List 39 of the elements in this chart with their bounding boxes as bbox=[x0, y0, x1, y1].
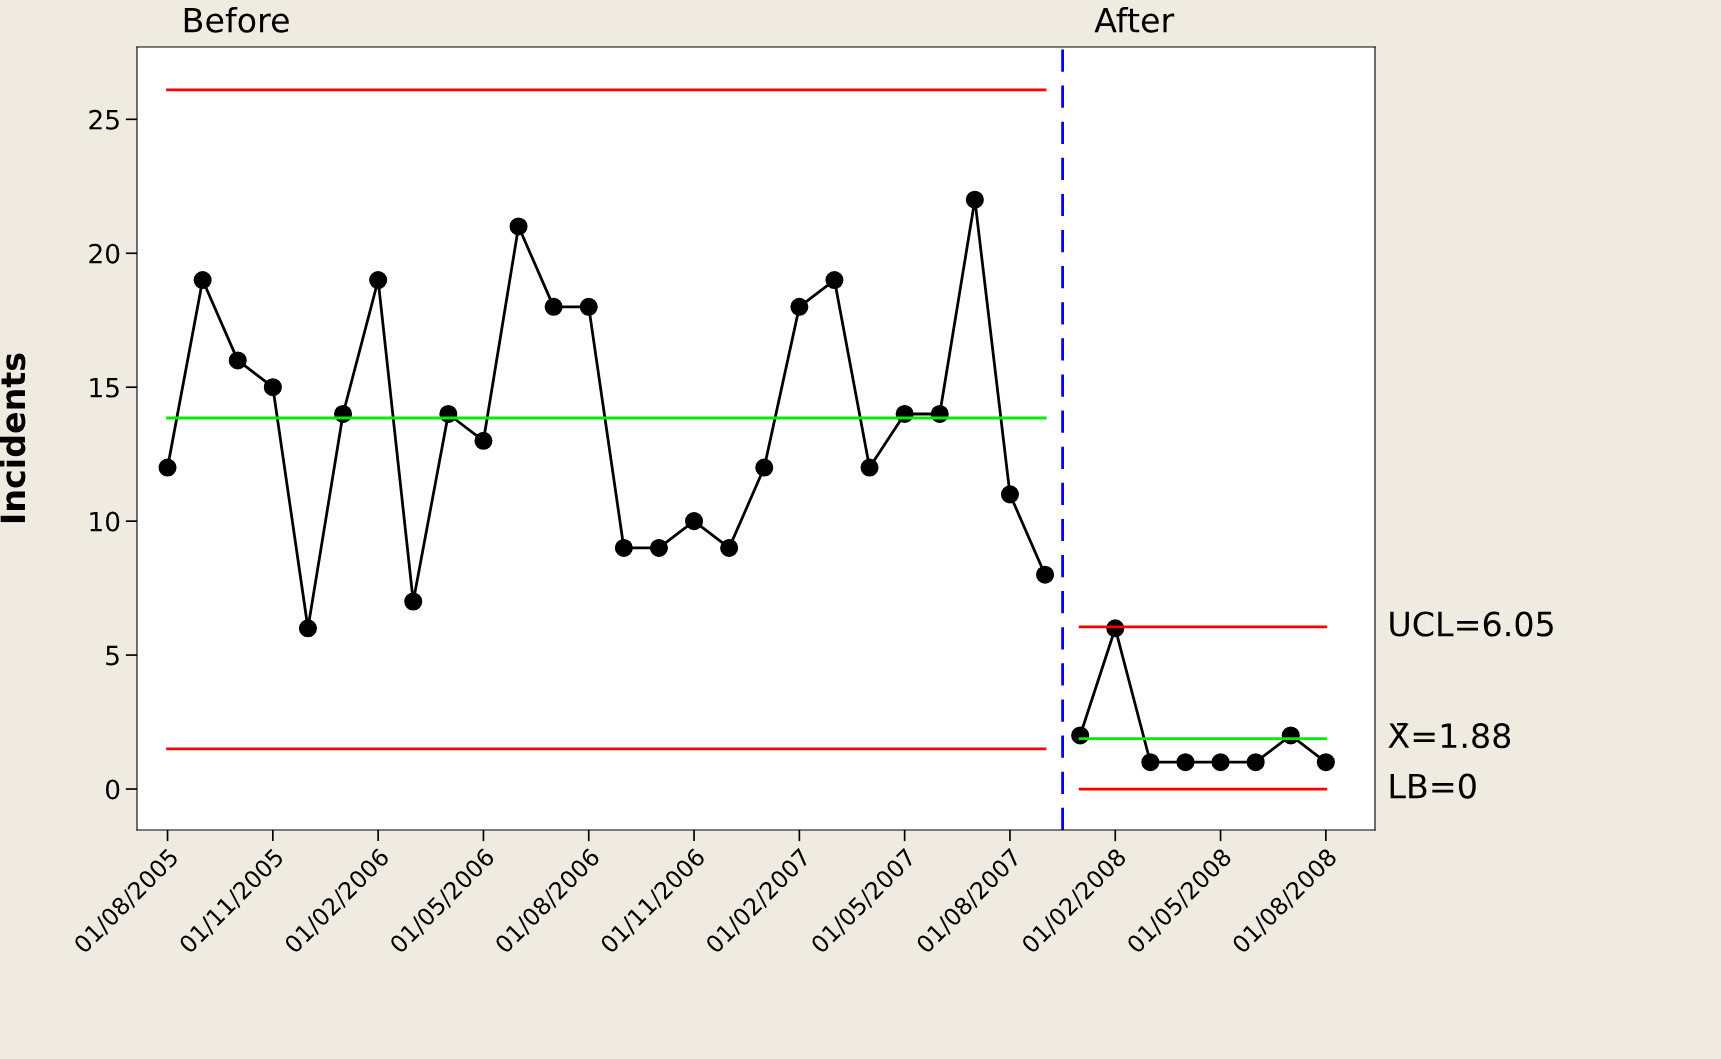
point bbox=[685, 512, 704, 531]
point bbox=[1316, 753, 1335, 772]
y-tick-label: 15 bbox=[90, 377, 119, 398]
point bbox=[579, 297, 598, 316]
point bbox=[544, 297, 563, 316]
y-tick-label: 10 bbox=[90, 511, 120, 532]
text: UCL=6.05 bbox=[1390, 611, 1553, 637]
y-axis-title: Incidents bbox=[0, 353, 26, 523]
point bbox=[965, 190, 984, 209]
y-tick-label: 0 bbox=[105, 779, 120, 800]
text: X̄=1.88 bbox=[1388, 723, 1511, 749]
point bbox=[298, 619, 317, 638]
point bbox=[790, 297, 809, 316]
point bbox=[193, 271, 212, 290]
point bbox=[228, 351, 247, 370]
point bbox=[369, 271, 388, 290]
point bbox=[509, 217, 528, 236]
point bbox=[474, 431, 493, 450]
text: Before bbox=[184, 6, 289, 33]
point bbox=[614, 538, 633, 557]
text: LB=0 bbox=[1390, 773, 1476, 799]
point bbox=[860, 458, 879, 477]
point bbox=[1211, 753, 1230, 772]
point bbox=[755, 458, 774, 477]
point bbox=[1036, 565, 1055, 584]
point bbox=[1176, 753, 1195, 772]
point bbox=[649, 538, 668, 557]
point bbox=[720, 538, 739, 557]
point bbox=[158, 458, 177, 477]
text: After bbox=[1094, 6, 1175, 33]
point bbox=[1246, 753, 1265, 772]
y-tick-label: 20 bbox=[89, 243, 120, 264]
point bbox=[404, 592, 423, 611]
y-tick-label: 25 bbox=[89, 109, 119, 130]
point bbox=[1000, 485, 1019, 504]
y-tick-label: 5 bbox=[106, 645, 119, 666]
point bbox=[1141, 753, 1160, 772]
point bbox=[263, 378, 282, 397]
point bbox=[825, 271, 844, 290]
